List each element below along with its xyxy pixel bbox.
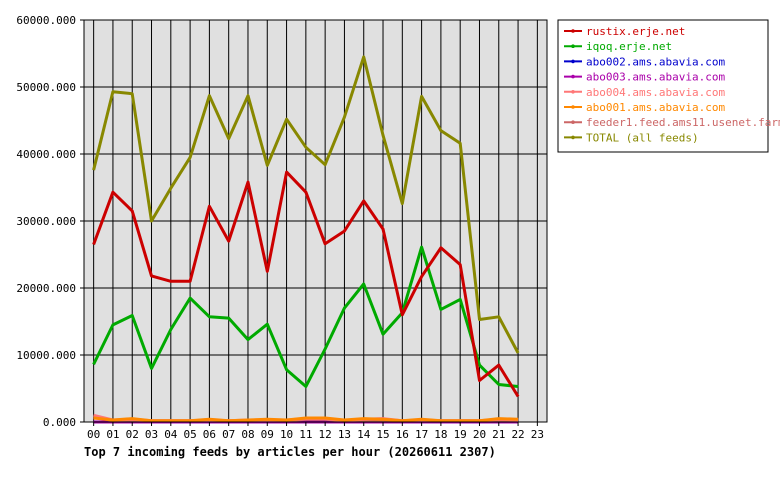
legend-marker-1 — [571, 29, 575, 33]
x-tick-label: 16 — [396, 428, 409, 441]
series-line-8 — [92, 55, 520, 354]
legend-label-3: abo002.ams.abavia.com — [586, 55, 725, 68]
x-tick-label: 13 — [338, 428, 351, 441]
legend-marker-6 — [571, 105, 575, 109]
legend-label-8: TOTAL (all feeds) — [586, 131, 699, 144]
x-tick-label: 15 — [376, 428, 389, 441]
x-tick-label: 19 — [454, 428, 467, 441]
grid — [84, 19, 547, 423]
y-tick-label: 60000.000 — [16, 14, 76, 27]
y-tick-label: 20000.000 — [16, 282, 76, 295]
legend-marker-8 — [571, 135, 575, 140]
x-tick-label: 01 — [106, 428, 119, 441]
plot-border — [83, 19, 548, 423]
x-tick-label: 21 — [492, 428, 505, 441]
legend: rustix.erje.net iqoq.erje.net abo002.ams.a… — [557, 19, 780, 153]
legend-marker-7 — [571, 120, 575, 124]
y-tick-label: 0.000 — [43, 416, 76, 429]
legend-label-5: abo004.ams.abavia.com — [586, 86, 725, 99]
x-tick-label: 10 — [280, 428, 293, 441]
y-tick-label: 50000.000 — [16, 81, 76, 94]
x-tick-label: 18 — [434, 428, 447, 441]
x-tick-label: 04 — [164, 428, 178, 441]
legend-marker-4 — [571, 74, 575, 79]
x-tick-label: 22 — [511, 428, 524, 441]
x-tick-label: 11 — [299, 428, 312, 441]
y-tick-label: 40000.000 — [16, 148, 76, 161]
legend-marker-2 — [571, 44, 575, 48]
series-line-1 — [92, 170, 520, 398]
series-line-2 — [92, 245, 519, 388]
x-tick-label: 09 — [261, 428, 274, 441]
x-tick-label: 08 — [241, 428, 254, 441]
legend-label-2: iqoq.erje.net — [586, 40, 672, 53]
x-tick-label: 05 — [183, 428, 196, 441]
x-tick-label: 03 — [145, 428, 158, 441]
x-tick-label: 06 — [203, 428, 216, 441]
x-tick-label: 14 — [357, 428, 371, 441]
legend-box — [557, 19, 769, 153]
legend-label-4: abo003.ams.abavia.com — [586, 71, 725, 84]
legend-label-6: abo001.ams.abavia.com — [586, 101, 725, 114]
series-line-6 — [93, 416, 519, 423]
x-tick-label: 23 — [531, 428, 544, 441]
legend-marker-3 — [571, 59, 575, 64]
axes: 00 01 02 03 04 05 06 07 08 09 10 11 12 13 14 15 16 17 18 19… — [16, 14, 548, 441]
x-tick-label: 02 — [126, 428, 139, 441]
y-tick-label: 10000.000 — [16, 349, 76, 362]
x-tick-label: 07 — [222, 428, 235, 441]
x-tick-label: 00 — [87, 428, 100, 441]
x-tick-label: 12 — [319, 428, 332, 441]
chart-title: Top 7 incoming feeds by articles per hou… — [84, 445, 496, 459]
x-tick-label: 20 — [473, 428, 486, 441]
legend-label-1: rustix.erje.net — [586, 25, 685, 38]
legend-label-7: feeder1.feed.ams11.usenet.farm — [586, 116, 780, 129]
legend-marker-5 — [571, 90, 575, 94]
y-tick-label: 30000.000 — [16, 215, 76, 228]
x-tick-label: 17 — [415, 428, 428, 441]
